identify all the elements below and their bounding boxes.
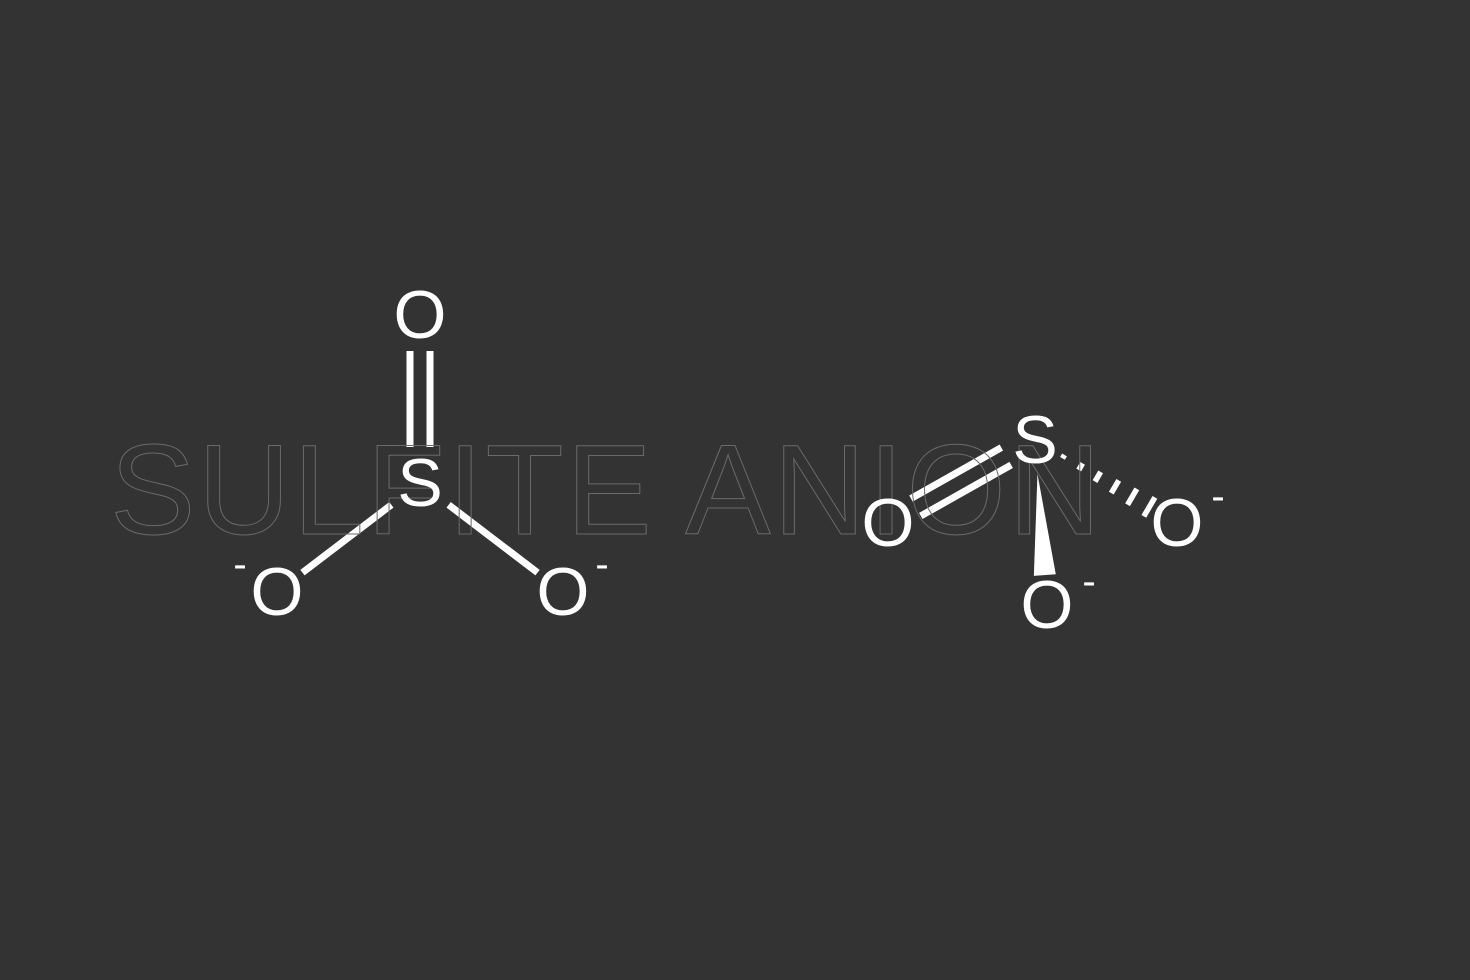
bonds-canvas <box>0 0 1470 980</box>
